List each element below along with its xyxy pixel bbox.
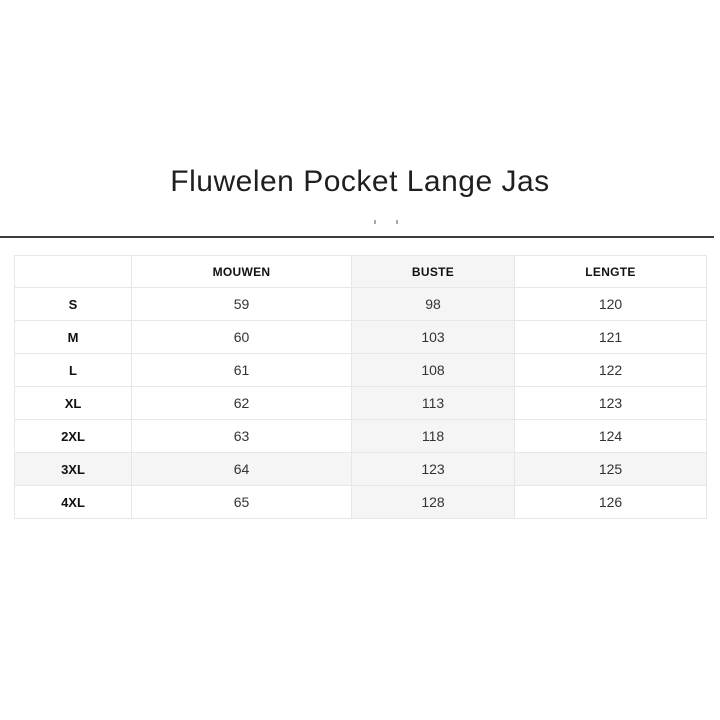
- mouwen-value: 64: [131, 452, 352, 486]
- header-row: MOUWEN BUSTE LENGTE: [14, 255, 707, 288]
- size-label: L: [14, 353, 132, 387]
- size-label: 3XL: [14, 452, 132, 486]
- table-row-s: S 59 98 120: [14, 287, 707, 321]
- table-row-m: M 60 103 121: [14, 320, 707, 354]
- mouwen-value: 65: [131, 485, 352, 519]
- lengte-value: 121: [514, 320, 707, 354]
- buste-value: 98: [351, 287, 515, 321]
- mouwen-value: 63: [131, 419, 352, 453]
- table-row-3xl: 3XL 64 123 125: [14, 452, 707, 486]
- lengte-value: 123: [514, 386, 707, 420]
- mouwen-value: 61: [131, 353, 352, 387]
- buste-value: 113: [351, 386, 515, 420]
- lengte-value: 126: [514, 485, 707, 519]
- speck-mark-right: [396, 220, 398, 224]
- product-title: Fluwelen Pocket Lange Jas: [170, 165, 550, 198]
- mouwen-value: 60: [131, 320, 352, 354]
- speck-mark-left: [374, 220, 376, 224]
- buste-value: 123: [351, 452, 515, 486]
- size-label: 4XL: [14, 485, 132, 519]
- buste-value: 108: [351, 353, 515, 387]
- divider-rule: [0, 236, 714, 238]
- lengte-value: 120: [514, 287, 707, 321]
- table-row-4xl: 4XL 65 128 126: [14, 485, 707, 519]
- buste-value: 128: [351, 485, 515, 519]
- buste-value: 118: [351, 419, 515, 453]
- mouwen-value: 59: [131, 287, 352, 321]
- table-row-l: L 61 108 122: [14, 353, 707, 387]
- header-cell-size: [14, 255, 132, 288]
- header-cell-lengte: LENGTE: [514, 255, 707, 288]
- size-chart-table: MOUWEN BUSTE LENGTE S 59 98 120 M 60 103…: [14, 255, 707, 519]
- lengte-value: 125: [514, 452, 707, 486]
- header-cell-buste: BUSTE: [351, 255, 515, 288]
- size-label: M: [14, 320, 132, 354]
- size-label: 2XL: [14, 419, 132, 453]
- size-label: XL: [14, 386, 132, 420]
- lengte-value: 122: [514, 353, 707, 387]
- size-label: S: [14, 287, 132, 321]
- mouwen-value: 62: [131, 386, 352, 420]
- lengte-value: 124: [514, 419, 707, 453]
- buste-value: 103: [351, 320, 515, 354]
- table-row-2xl: 2XL 63 118 124: [14, 419, 707, 453]
- table-row-xl: XL 62 113 123: [14, 386, 707, 420]
- header-cell-mouwen: MOUWEN: [131, 255, 352, 288]
